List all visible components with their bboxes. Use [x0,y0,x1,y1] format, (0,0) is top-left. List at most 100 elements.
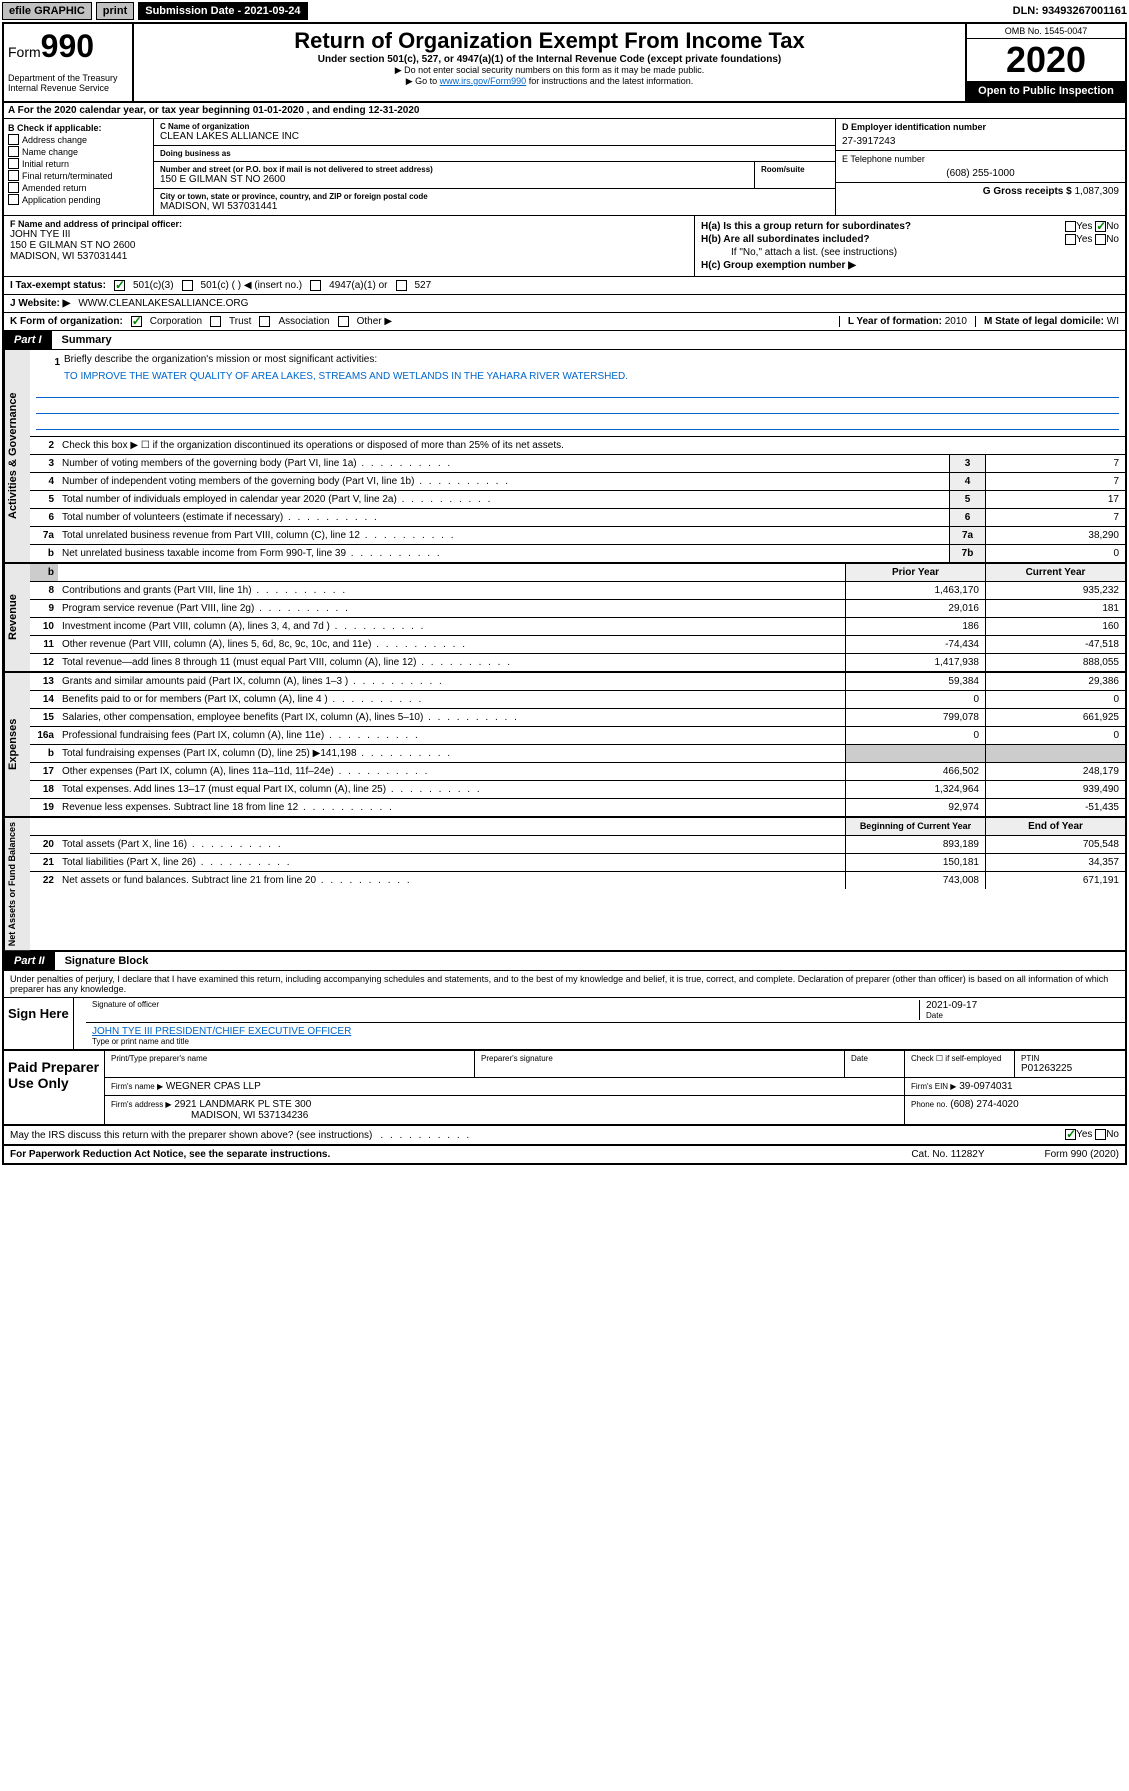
city-label: City or town, state or province, country… [160,192,829,201]
form-footer: Form 990 (2020) [1045,1149,1119,1160]
top-toolbar: efile GRAPHIC print Submission Date - 20… [0,0,1129,22]
ha-no[interactable] [1095,221,1106,232]
hb-no[interactable] [1095,234,1106,245]
officer-signature-name[interactable]: JOHN TYE III PRESIDENT/CHIEF EXECUTIVE O… [92,1026,351,1037]
hb-yes[interactable] [1065,234,1076,245]
dln: DLN: 93493267001161 [1013,5,1127,17]
room-label: Room/suite [761,165,829,174]
ha-label: H(a) Is this a group return for subordin… [701,221,911,232]
chk-501c[interactable] [182,280,193,291]
print-button[interactable]: print [96,2,134,20]
end-year-header: End of Year [985,818,1125,835]
addr-value: 150 E GILMAN ST NO 2600 [160,174,748,185]
prior-year-header: Prior Year [845,564,985,581]
vtab-governance: Activities & Governance [4,350,30,562]
cat-no: Cat. No. 11282Y [911,1149,984,1160]
part1-title: Summary [52,334,112,346]
checkbox-header: B Check if applicable: [8,123,149,133]
mission-text: TO IMPROVE THE WATER QUALITY OF AREA LAK… [36,371,1119,382]
chk-501c3[interactable] [114,280,125,291]
summary-row: bTotal fundraising expenses (Part IX, co… [30,745,1125,763]
discuss-no[interactable] [1095,1129,1106,1140]
website-row: J Website: ▶ WWW.CLEANLAKESALLIANCE.ORG [4,295,1125,313]
chk-corp[interactable] [131,316,142,327]
signature-block: Sign Here Signature of officer 2021-09-1… [4,998,1125,1051]
paid-preparer-label: Paid Preparer Use Only [4,1051,104,1124]
summary-row: 3Number of voting members of the governi… [30,455,1125,473]
discuss-yes[interactable] [1065,1129,1076,1140]
form-subtitle: Under section 501(c), 527, or 4947(a)(1)… [138,54,961,65]
sign-date: 2021-09-17 [926,1000,1119,1011]
firm-ein: 39-0974031 [959,1081,1012,1092]
summary-row: 13Grants and similar amounts paid (Part … [30,673,1125,691]
chk-pending[interactable] [8,194,19,205]
note-link: ▶ Go to www.irs.gov/Form990 for instruct… [138,76,961,87]
part2-header: Part II Signature Block [4,952,1125,971]
summary-row: 10Investment income (Part VIII, column (… [30,618,1125,636]
chk-address[interactable] [8,134,19,145]
form-header: Form990 Department of the Treasury Inter… [4,24,1125,103]
vtab-netassets: Net Assets or Fund Balances [4,818,30,950]
chk-4947[interactable] [310,280,321,291]
summary-row: 15Salaries, other compensation, employee… [30,709,1125,727]
section-f-h: F Name and address of principal officer:… [4,216,1125,277]
omb-number: OMB No. 1545-0047 [967,24,1125,39]
ha-yes[interactable] [1065,221,1076,232]
phone-label: E Telephone number [842,154,1119,164]
gross-label: G Gross receipts $ [983,186,1072,197]
mission-label: Briefly describe the organization's miss… [64,354,377,371]
summary-row: 19Revenue less expenses. Subtract line 1… [30,799,1125,816]
summary-row: bNet unrelated business taxable income f… [30,545,1125,562]
netassets-section: Net Assets or Fund Balances Beginning of… [4,818,1125,952]
vtab-revenue: Revenue [4,564,30,671]
summary-row: 2Check this box ▶ ☐ if the organization … [30,437,1125,455]
summary-row: 18Total expenses. Add lines 13–17 (must … [30,781,1125,799]
expenses-section: Expenses 13Grants and similar amounts pa… [4,673,1125,818]
vtab-expenses: Expenses [4,673,30,816]
open-public-badge: Open to Public Inspection [967,81,1125,101]
efile-button[interactable]: efile GRAPHIC [2,2,92,20]
sign-here-label: Sign Here [4,998,74,1049]
chk-527[interactable] [396,280,407,291]
tax-year: 2020 [1006,39,1086,80]
summary-row: 12Total revenue—add lines 8 through 11 (… [30,654,1125,671]
summary-row: 21Total liabilities (Part X, line 26)150… [30,854,1125,872]
summary-row: 17Other expenses (Part IX, column (A), l… [30,763,1125,781]
irs-link[interactable]: www.irs.gov/Form990 [440,76,527,86]
chk-name[interactable] [8,146,19,157]
chk-amended[interactable] [8,182,19,193]
addr-label: Number and street (or P.O. box if mail i… [160,165,748,174]
chk-initial[interactable] [8,158,19,169]
firm-name: WEGNER CPAS LLP [166,1081,261,1092]
summary-row: 11Other revenue (Part VIII, column (A), … [30,636,1125,654]
dept-treasury: Department of the Treasury Internal Reve… [8,65,128,93]
section-b-to-g: B Check if applicable: Address change Na… [4,119,1125,216]
chk-final[interactable] [8,170,19,181]
form-prefix: Form [8,44,41,60]
chk-assoc[interactable] [259,316,270,327]
hb-note: If "No," attach a list. (see instruction… [701,247,1119,258]
state-domicile: WI [1107,316,1119,327]
revenue-section: Revenue b Prior Year Current Year 8Contr… [4,564,1125,673]
form-title: Return of Organization Exempt From Incom… [138,28,961,54]
tax-status-row: I Tax-exempt status: 501(c)(3) 501(c) ( … [4,277,1125,295]
chk-trust[interactable] [210,316,221,327]
officer-addr2: MADISON, WI 537031441 [10,251,688,262]
governance-section: Activities & Governance 1 Briefly descri… [4,350,1125,564]
summary-row: 16aProfessional fundraising fees (Part I… [30,727,1125,745]
summary-row: 22Net assets or fund balances. Subtract … [30,872,1125,889]
summary-row: 4Number of independent voting members of… [30,473,1125,491]
current-year-header: Current Year [985,564,1125,581]
part1-header: Part I Summary [4,331,1125,350]
part2-tab: Part II [4,952,55,970]
website-value: WWW.CLEANLAKESALLIANCE.ORG [78,298,248,309]
discuss-row: May the IRS discuss this return with the… [4,1126,1125,1145]
chk-other[interactable] [338,316,349,327]
footer: For Paperwork Reduction Act Notice, see … [4,1146,1125,1163]
dba-label: Doing business as [160,149,829,158]
form-990: Form990 Department of the Treasury Inter… [2,22,1127,1165]
summary-row: 20Total assets (Part X, line 16)893,1897… [30,836,1125,854]
summary-row: 5Total number of individuals employed in… [30,491,1125,509]
summary-row: 6Total number of volunteers (estimate if… [30,509,1125,527]
officer-label: F Name and address of principal officer: [10,219,688,229]
